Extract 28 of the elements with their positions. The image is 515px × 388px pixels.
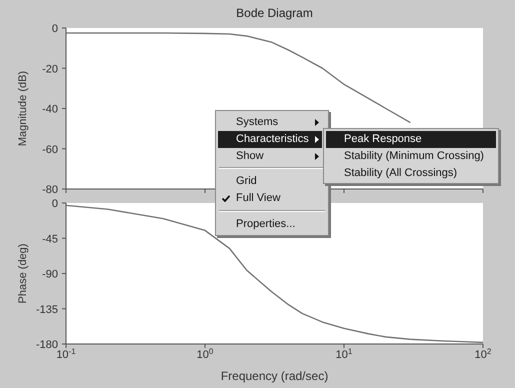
y-tick-label: -20 [42, 63, 58, 76]
y-tick-label: -60 [42, 144, 58, 156]
submenu: Peak Response Stability (Minimum Crossing) Stability (All Crossings) [323, 128, 499, 184]
y-tick-label: -90 [42, 268, 58, 280]
x-tick-label: 10$^{-1}$ [56, 346, 76, 361]
chart-title: Bode Diagram [235, 6, 314, 20]
annotation: Grid [235, 174, 258, 189]
x-axis-title: Frequency (rad/sec) [220, 369, 328, 383]
y-tick-label: 0 [52, 198, 58, 210]
annotation: Peak Response [326, 131, 496, 148]
y-tick-label: -40 [42, 104, 58, 116]
x-tick-label: 10$^{0}$ [196, 346, 214, 361]
x-tick-label: 10$^{1}$ [336, 346, 353, 361]
y-tick-label: 0 [52, 23, 58, 35]
y-tick-label: -180 [36, 339, 58, 351]
annotation: Properties... [235, 217, 296, 232]
annotation: Stability (All Crossings) [343, 166, 458, 181]
annotation: Characteristics [218, 131, 322, 148]
y-tick-label: -80 [42, 184, 58, 196]
x-tick-label: 10$^{2}$ [474, 346, 492, 361]
y-axis-title: Phase (deg) [16, 244, 29, 304]
annotation: Stability (Minimum Crossing) [343, 149, 485, 164]
y-axis-title: Magnitude (dB) [16, 70, 29, 146]
annotation: Show [235, 149, 265, 164]
annotation: Full View [235, 191, 282, 206]
annotation: Systems [235, 115, 280, 130]
y-tick-label: -45 [42, 233, 58, 246]
y-tick-label: -135 [36, 304, 58, 316]
